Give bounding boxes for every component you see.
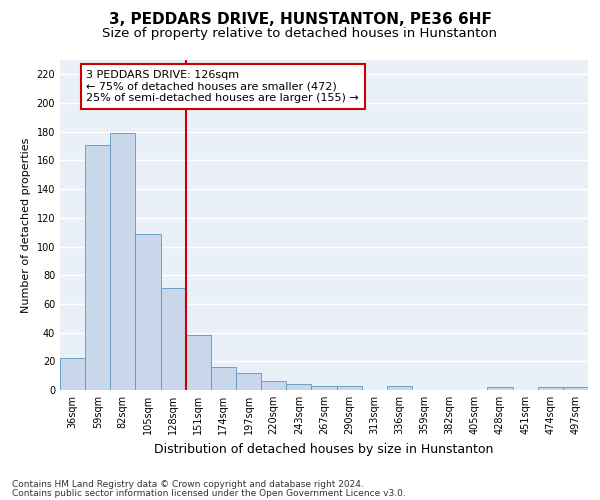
Bar: [211, 367, 236, 390]
Bar: [236, 373, 261, 390]
Bar: [85, 144, 110, 390]
Bar: [337, 386, 362, 390]
Bar: [387, 386, 412, 390]
Text: 3, PEDDARS DRIVE, HUNSTANTON, PE36 6HF: 3, PEDDARS DRIVE, HUNSTANTON, PE36 6HF: [109, 12, 491, 28]
X-axis label: Distribution of detached houses by size in Hunstanton: Distribution of detached houses by size …: [154, 442, 494, 456]
Bar: [286, 384, 311, 390]
Text: Contains HM Land Registry data © Crown copyright and database right 2024.: Contains HM Land Registry data © Crown c…: [12, 480, 364, 489]
Bar: [487, 387, 512, 390]
Bar: [538, 387, 563, 390]
Bar: [136, 234, 161, 390]
Bar: [261, 382, 286, 390]
Bar: [60, 358, 85, 390]
Bar: [110, 133, 136, 390]
Bar: [161, 288, 186, 390]
Y-axis label: Number of detached properties: Number of detached properties: [21, 138, 31, 312]
Bar: [311, 386, 337, 390]
Bar: [563, 387, 588, 390]
Bar: [186, 336, 211, 390]
Text: Size of property relative to detached houses in Hunstanton: Size of property relative to detached ho…: [103, 28, 497, 40]
Text: Contains public sector information licensed under the Open Government Licence v3: Contains public sector information licen…: [12, 488, 406, 498]
Text: 3 PEDDARS DRIVE: 126sqm
← 75% of detached houses are smaller (472)
25% of semi-d: 3 PEDDARS DRIVE: 126sqm ← 75% of detache…: [86, 70, 359, 103]
